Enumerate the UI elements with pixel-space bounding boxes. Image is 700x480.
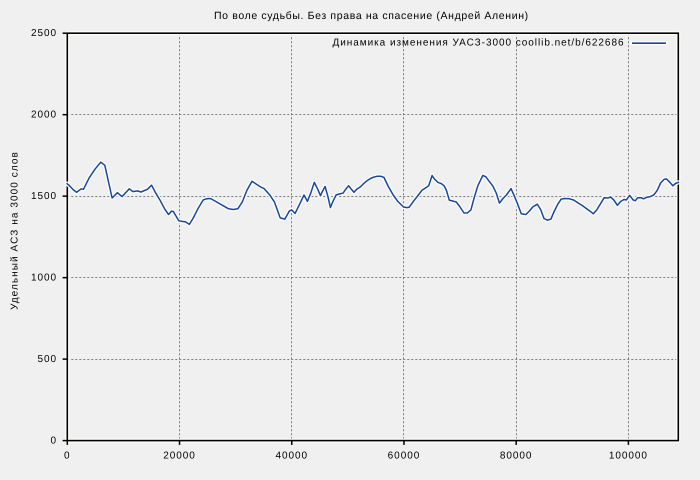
svg-text:0: 0 xyxy=(50,436,57,447)
svg-text:По воле судьбы. Без права на с: По воле судьбы. Без права на спасение (А… xyxy=(214,10,529,22)
svg-text:1000: 1000 xyxy=(31,273,57,284)
svg-text:40000: 40000 xyxy=(275,451,308,462)
svg-text:2500: 2500 xyxy=(31,28,57,39)
svg-text:500: 500 xyxy=(37,354,57,365)
svg-text:2000: 2000 xyxy=(31,110,57,121)
svg-text:20000: 20000 xyxy=(163,451,196,462)
svg-text:Динамика изменения УАСЗ-3000 c: Динамика изменения УАСЗ-3000 coollib.net… xyxy=(332,38,624,49)
svg-text:Удельный АСЗ на 3000 слов: Удельный АСЗ на 3000 слов xyxy=(10,151,21,310)
svg-text:1500: 1500 xyxy=(31,191,57,202)
svg-text:80000: 80000 xyxy=(500,451,533,462)
svg-text:100000: 100000 xyxy=(609,451,648,462)
svg-text:60000: 60000 xyxy=(388,451,421,462)
svg-text:0: 0 xyxy=(64,451,71,462)
